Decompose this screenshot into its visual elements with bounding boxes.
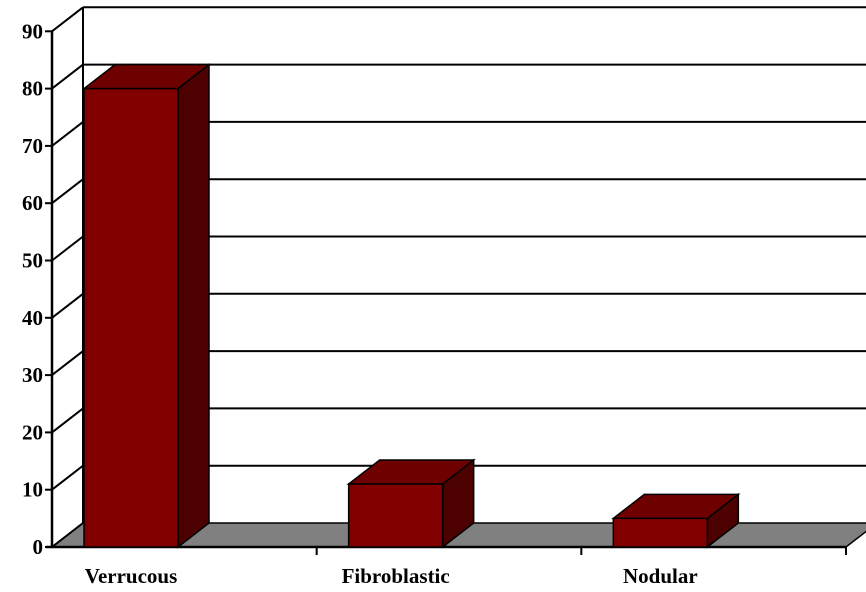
y-tick-label: 80 bbox=[22, 77, 43, 101]
gridlines bbox=[83, 6, 866, 467]
bar-front-face bbox=[83, 87, 179, 548]
side-wall-diagonal bbox=[51, 407, 84, 434]
y-tick-label: 90 bbox=[22, 19, 43, 43]
side-wall-diagonal bbox=[51, 522, 84, 548]
y-tick-label: 30 bbox=[22, 363, 43, 387]
y-tick-label: 50 bbox=[22, 249, 43, 273]
side-wall-diagonal bbox=[51, 350, 84, 376]
bar-verrucous bbox=[81, 63, 212, 549]
side-wall-diagonal bbox=[51, 6, 84, 33]
bars bbox=[81, 63, 741, 549]
category-label: Nodular bbox=[623, 564, 698, 588]
side-wall-diagonal bbox=[51, 235, 84, 262]
side-wall-diagonal bbox=[51, 293, 84, 319]
y-tick-label: 70 bbox=[22, 134, 43, 158]
labels: 0 10 20 30 40 50 60 70 80 90 Verrucous Fibroblastic… bbox=[22, 19, 698, 588]
y-tick-label: 60 bbox=[22, 191, 43, 215]
side-wall-diagonal bbox=[51, 121, 84, 147]
y-tick-label: 40 bbox=[22, 306, 43, 330]
side-wall-diagonal bbox=[51, 178, 84, 204]
side-wall-diagonal bbox=[51, 63, 84, 90]
category-label: Fibroblastic bbox=[342, 564, 450, 588]
bar-fibroblastic bbox=[346, 458, 476, 549]
bar-front-face bbox=[347, 483, 444, 548]
y-tick-label: 10 bbox=[22, 478, 43, 502]
bar-front-face bbox=[612, 517, 709, 548]
side-wall-diagonal bbox=[51, 464, 84, 491]
category-label: Verrucous bbox=[85, 564, 178, 588]
y-tick-label: 0 bbox=[33, 535, 44, 559]
bar-nodular bbox=[611, 492, 741, 549]
axes bbox=[45, 6, 847, 555]
y-tick-label: 20 bbox=[22, 420, 43, 444]
bar-side-face bbox=[177, 63, 210, 549]
